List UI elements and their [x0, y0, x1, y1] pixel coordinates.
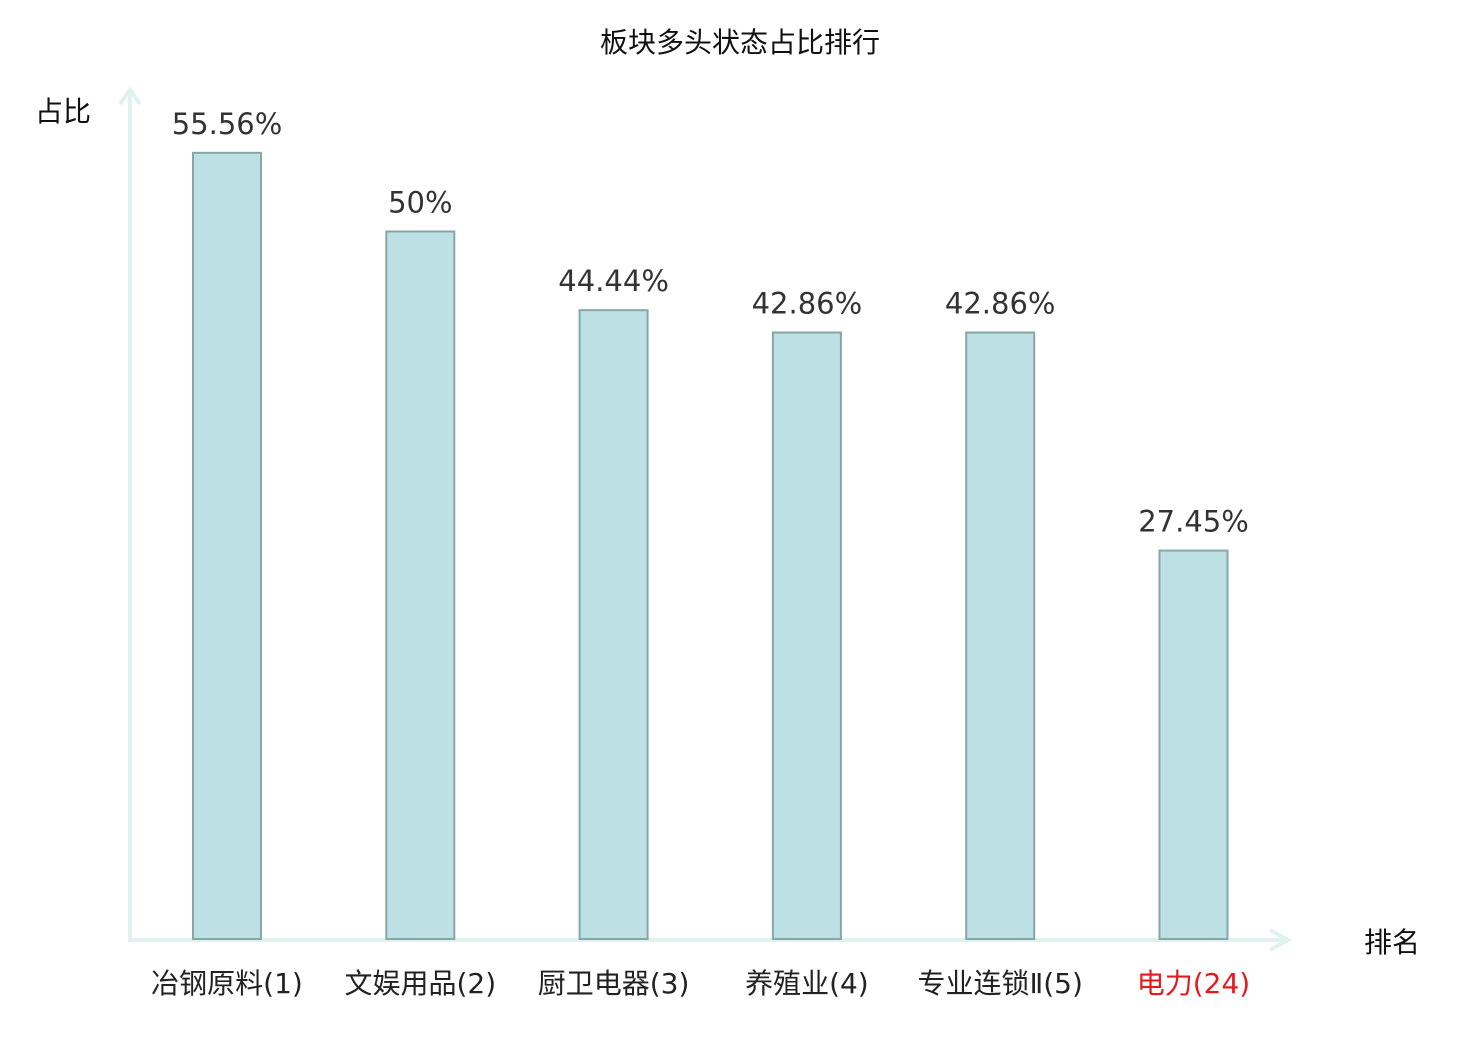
chart-title: 板块多头状态占比排行 [600, 26, 880, 59]
data-label: 44.44% [558, 264, 669, 298]
x-axis-label: 排名 [1364, 926, 1420, 959]
bar [771, 331, 842, 940]
bar [385, 230, 456, 940]
x-tick-label: 文娱用品(2) [344, 967, 496, 1000]
x-tick-label: 养殖业(4) [745, 967, 869, 1000]
bar [965, 331, 1036, 940]
x-tick-label: 专业连锁Ⅱ(5) [917, 967, 1082, 1000]
data-label: 27.45% [1138, 505, 1249, 539]
data-label: 42.86% [945, 287, 1056, 321]
data-label: 55.56% [172, 107, 283, 141]
x-tick-label: 电力(24) [1137, 967, 1250, 1000]
bar [578, 309, 649, 940]
y-axis-label: 占比 [35, 95, 91, 128]
x-axis-arrow [1269, 928, 1293, 952]
bar [192, 151, 262, 941]
y-axis-arrow [118, 86, 142, 106]
x-tick-label: 厨卫电器(3) [538, 967, 690, 1000]
x-tick-label: 冶钢原料(1) [151, 967, 303, 1000]
axes [118, 86, 1293, 952]
data-label: 42.86% [752, 287, 863, 321]
bar [1158, 549, 1229, 941]
data-label: 50% [388, 186, 452, 220]
